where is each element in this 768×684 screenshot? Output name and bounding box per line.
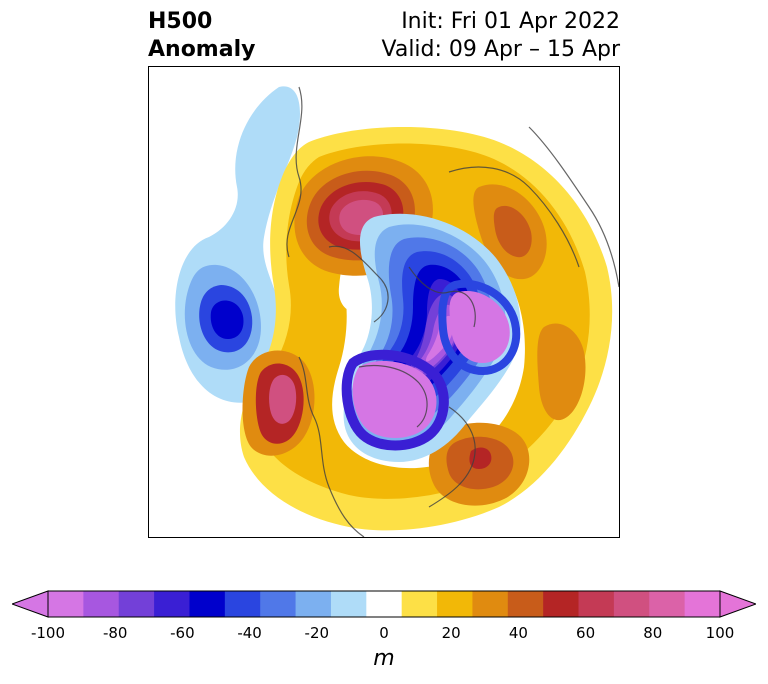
anomaly-neg-west-peak	[210, 300, 244, 340]
colorbar-segment	[295, 591, 332, 617]
init-time: Init: Fri 01 Apr 2022	[401, 9, 620, 34]
colorbar-segment	[437, 591, 473, 617]
colorbar-segment	[260, 591, 297, 617]
colorbar-tick-label: -20	[304, 624, 330, 642]
field-subtitle: Anomaly	[148, 37, 256, 62]
colorbar-segment	[330, 591, 367, 617]
anomaly-neg-greenland-ring	[438, 279, 521, 376]
colorbar-tick-label: 0	[379, 624, 389, 642]
colorbar-tick-label: 20	[441, 624, 461, 642]
colorbar-tick-label: 60	[576, 624, 596, 642]
colorbar-segment	[154, 591, 190, 617]
colorbar-tick-label: -40	[237, 624, 262, 642]
colorbar-tick-label: -100	[30, 624, 66, 642]
colorbar-segment	[684, 591, 721, 617]
coastlines	[286, 86, 619, 537]
colorbar-tick-label: -60	[170, 624, 195, 642]
colorbar-segment	[578, 591, 615, 617]
valid-range: Valid: 09 Apr – 15 Apr	[381, 37, 621, 62]
colorbar-segment	[48, 591, 84, 617]
colorbar-segment	[543, 591, 580, 617]
colorbar-segment	[224, 591, 261, 617]
colorbar-tick-label: 100	[705, 624, 735, 642]
field-name: H500	[148, 9, 213, 34]
colorbar-segment	[507, 591, 544, 617]
colorbar-segment	[118, 591, 155, 617]
map-canvas	[149, 67, 619, 537]
anomaly-map	[148, 66, 620, 538]
colorbar-segment	[649, 591, 686, 617]
colorbar-extend-low	[12, 590, 49, 618]
colorbar-segment	[366, 591, 403, 617]
title-left: H500 Anomaly	[148, 8, 255, 64]
anomaly-neg-greenland-lobe	[449, 291, 510, 364]
colorbar-tick-label: 40	[508, 624, 528, 642]
anomaly-pos-east-siberia-core	[493, 205, 532, 258]
colorbar-segment	[83, 591, 120, 617]
colorbar-unit: m	[373, 646, 395, 671]
colorbar-segment	[189, 591, 226, 617]
colorbar-segment	[472, 591, 509, 617]
anomaly-neg-hudson-ring	[341, 349, 449, 451]
colorbar-tick-label: -80	[102, 624, 128, 642]
colorbar	[12, 590, 756, 618]
colorbar-segment	[613, 591, 650, 617]
colorbar-border	[47, 590, 721, 618]
colorbar-ticks: -100 -80 -60 -40 -20 0 20 40 60 80 100	[0, 624, 768, 646]
colorbar-segment	[401, 591, 438, 617]
anomaly-pos-east-band	[537, 323, 586, 421]
anomaly-pos-alaska-pink	[269, 374, 297, 424]
colorbar-tick-label: 80	[643, 624, 663, 642]
title-right: Init: Fri 01 Apr 2022 Valid: 09 Apr – 15…	[382, 8, 621, 64]
colorbar-extend-high	[719, 590, 756, 618]
